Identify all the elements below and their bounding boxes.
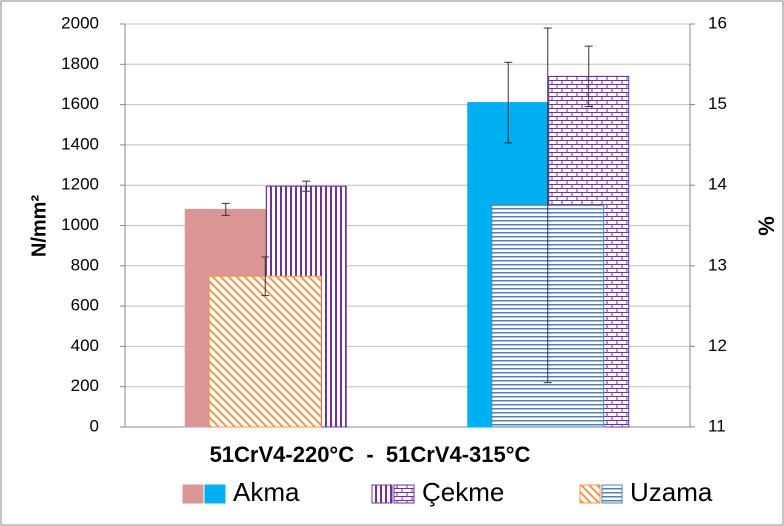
y-tick-label: 1000 — [61, 215, 99, 234]
y-tick-label: 2000 — [61, 13, 99, 32]
y2-tick-label: 12 — [708, 336, 727, 355]
legend-swatch — [182, 484, 204, 504]
y-axis-label: N/mm² — [28, 195, 50, 258]
x-axis-label: 51CrV4-220°C - 51CrV4-315°C — [210, 442, 531, 467]
bar — [208, 275, 322, 428]
y2-axis-label: % — [754, 216, 779, 236]
legend-label: Çekme — [422, 477, 504, 507]
y-tick-label: 600 — [71, 296, 99, 315]
y-tick-label: 400 — [71, 336, 99, 355]
legend-swatch — [393, 484, 415, 504]
legend-swatch — [601, 484, 623, 504]
y-tick-label: 800 — [71, 255, 99, 274]
y-tick-label: 1800 — [61, 54, 99, 73]
y2-tick-label: 16 — [708, 13, 727, 32]
legend-swatch — [579, 484, 601, 504]
legend-swatch — [371, 484, 393, 504]
y2-tick-label: 13 — [708, 255, 727, 274]
y-tick-label: 1200 — [61, 175, 99, 194]
y-tick-label: 0 — [90, 416, 99, 435]
legend-label: Akma — [233, 477, 300, 507]
y-tick-label: 1600 — [61, 94, 99, 113]
y-tick-label: 1400 — [61, 134, 99, 153]
y2-tick-label: 15 — [708, 94, 727, 113]
y-tick-label: 200 — [71, 376, 99, 395]
y2-tick-label: 11 — [708, 416, 726, 435]
y2-tick-label: 14 — [708, 175, 727, 194]
legend-label: Uzama — [630, 477, 713, 507]
legend-swatch — [204, 484, 226, 504]
